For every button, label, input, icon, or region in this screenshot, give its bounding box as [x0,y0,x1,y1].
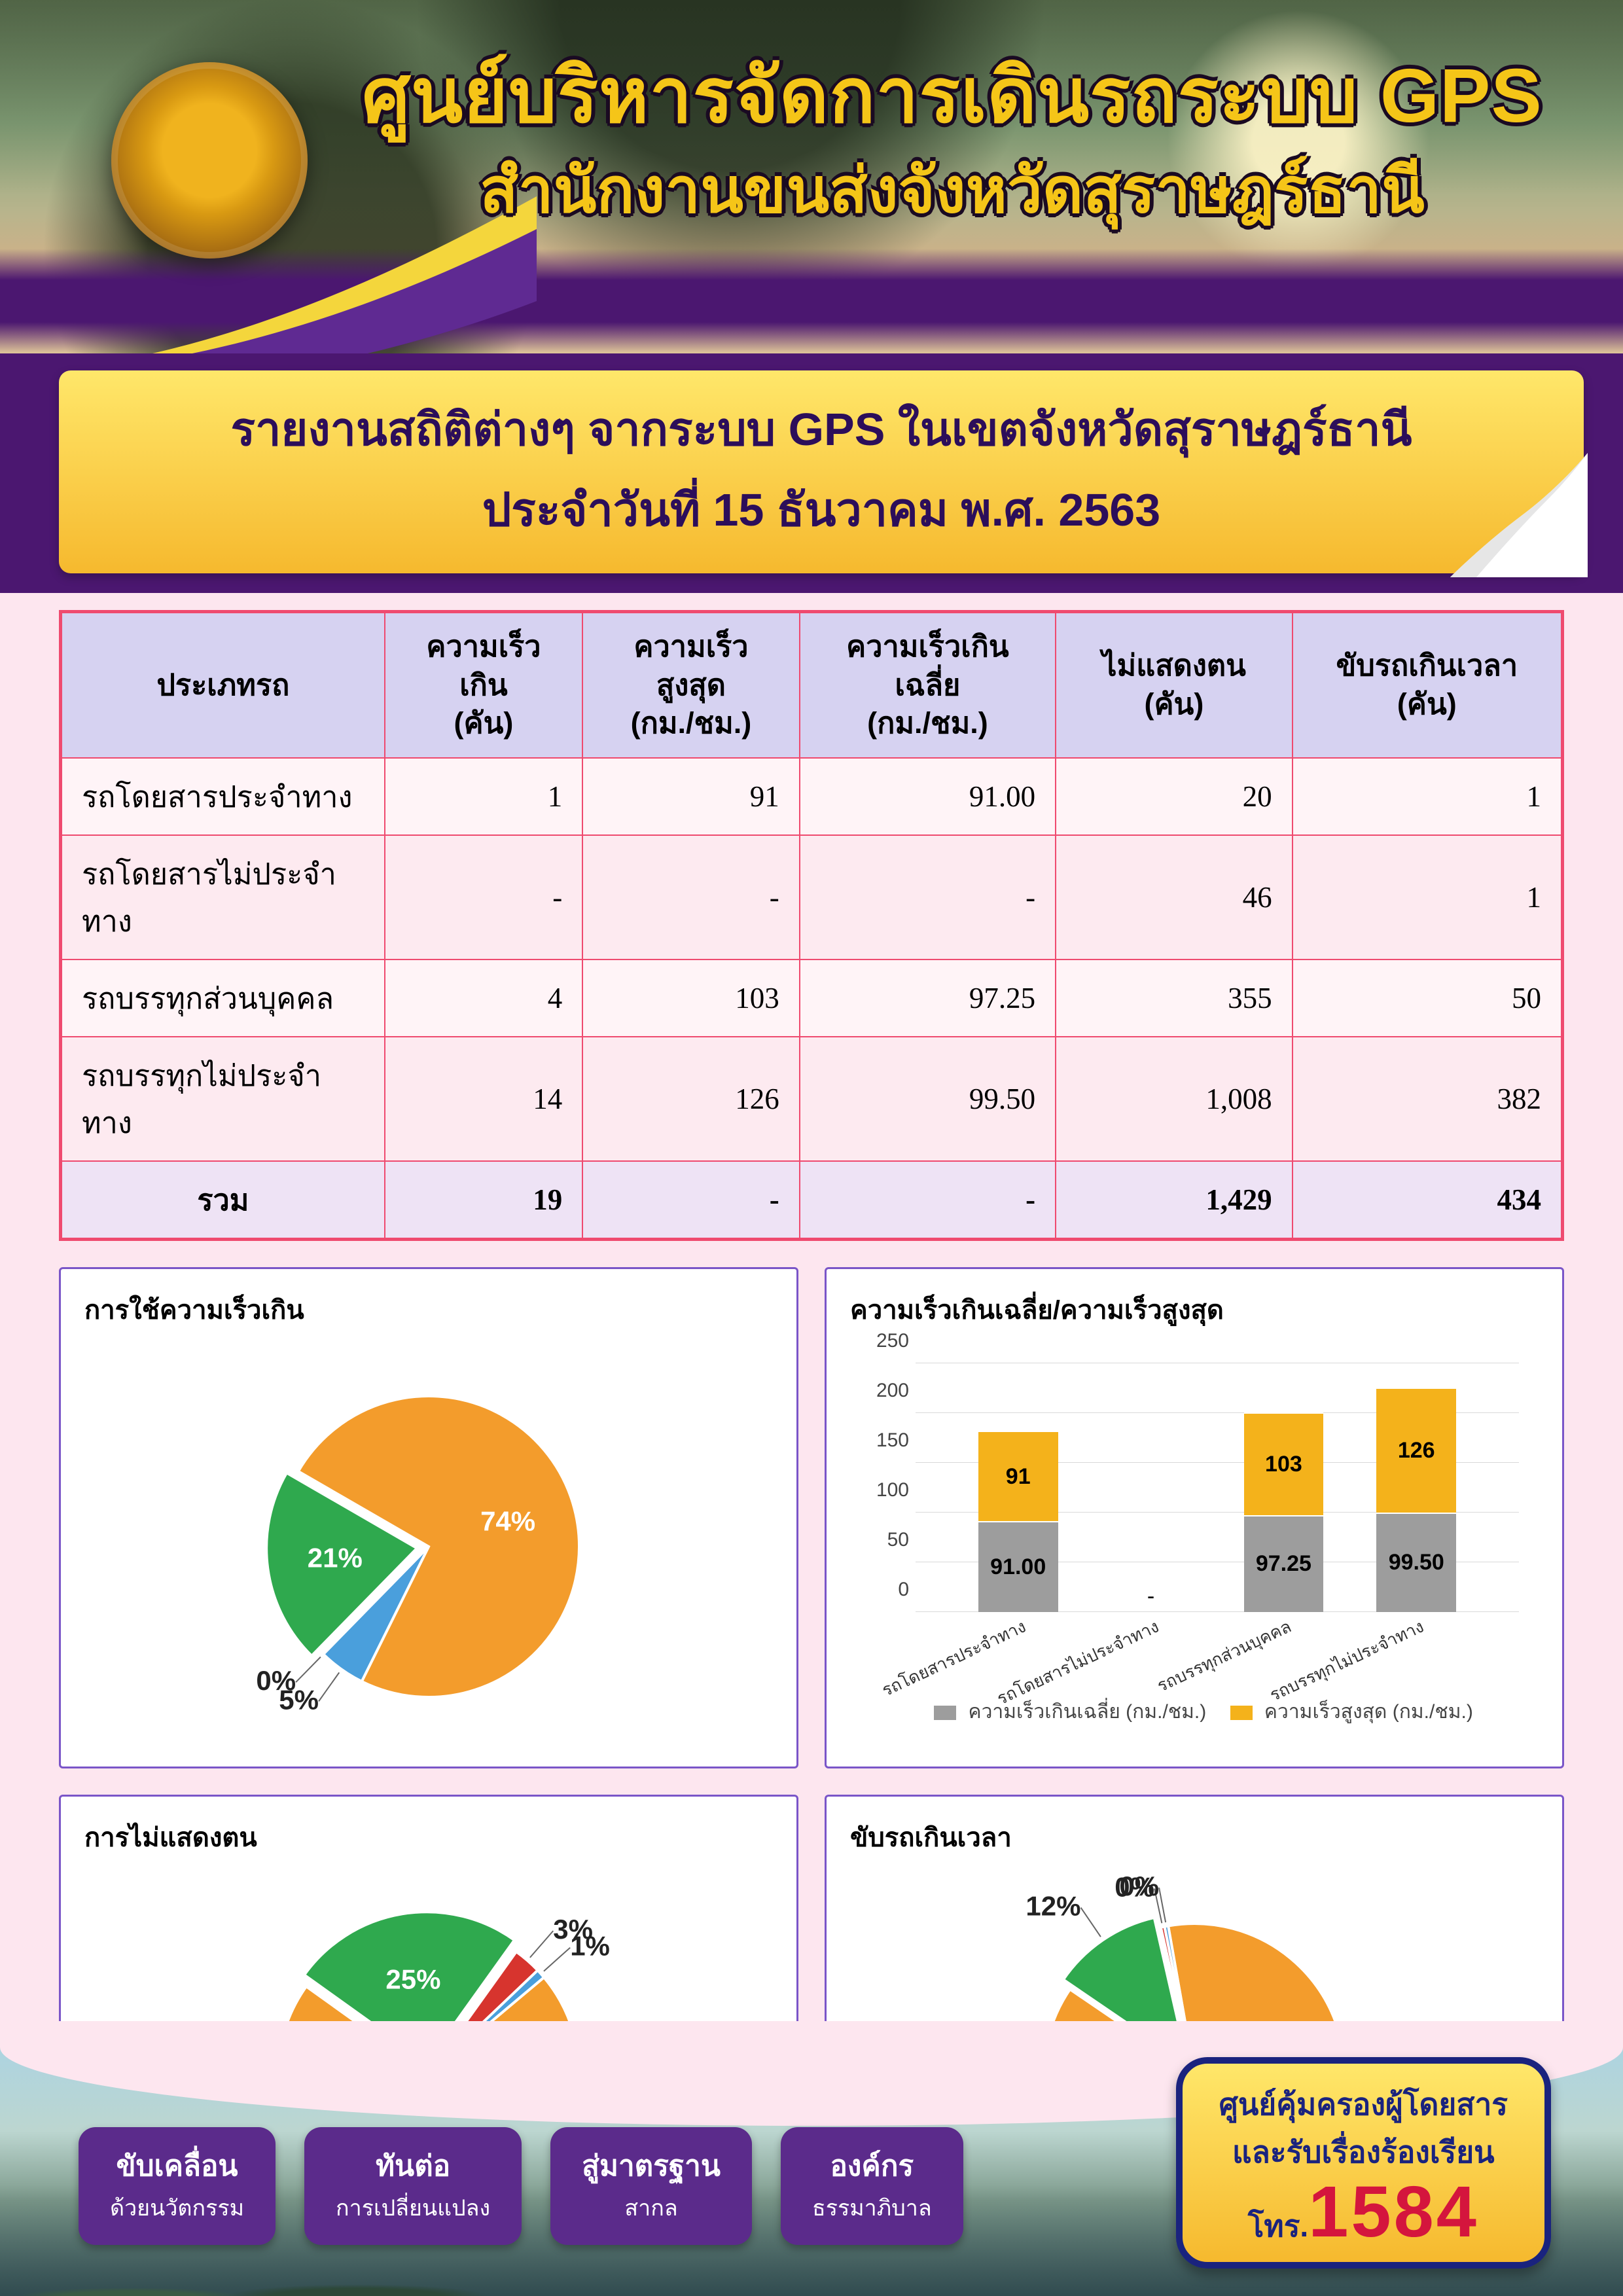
footer-tag: ขับเคลื่อนด้วยนวัตกรรม [79,2127,276,2245]
pie-overtime-title: ขับรถเกินเวลา [850,1816,1539,1858]
hotline-tel: โทร.1584 [1219,2176,1508,2250]
table-cell: 1 [1293,758,1561,835]
bar-segment: 91.00 [978,1521,1058,1611]
table-header-cell: ขับรถเกินเวลา (คัน) [1293,613,1561,758]
pie-label: 1% [570,1930,610,1961]
table-cell: 103 [582,960,800,1037]
table-cell: รถโดยสารไม่ประจำทาง [62,835,385,960]
pie-label: 74% [480,1505,535,1536]
table-cell: 4 [385,960,582,1037]
table-cell: 355 [1056,960,1293,1037]
bar-segment: 126 [1376,1388,1456,1513]
footer: ขับเคลื่อนด้วยนวัตกรรมทันต่อการเปลี่ยนแป… [0,2021,1623,2296]
table-total-cell: 434 [1293,1161,1561,1238]
hotline-box: ศูนย์คุ้มครองผู้โดยสาร และรับเรื่องร้องเ… [1176,2057,1551,2269]
bar-segment: 99.50 [1376,1513,1456,1611]
table-row: รถบรรทุกส่วนบุคคล410397.2535550 [62,960,1561,1037]
hero-title-line2: สำนักงานขนส่งจังหวัดสุราษฎร์ธานี [340,155,1564,227]
table-cell: 382 [1293,1037,1561,1161]
table-cell: 46 [1056,835,1293,960]
table-cell: 14 [385,1037,582,1161]
stats-table: ประเภทรถความเร็วเกิน(คัน)ความเร็วสูงสุด(… [61,612,1562,1239]
table-cell: 91 [582,758,800,835]
pie-noshow-title: การไม่แสดงตน [84,1816,773,1858]
agency-logo [111,62,308,259]
barchart-card: ความเร็วเกินเฉลี่ย/ความเร็วสูงสุด 050100… [825,1267,1564,1768]
table-total-cell: 1,429 [1056,1161,1293,1238]
hero-title: ศูนย์บริหารจัดการเดินรถระบบ GPS สำนักงาน… [340,52,1564,228]
footer-tag: องค์กรธรรมาภิบาล [781,2127,963,2245]
barchart: 0501001502002509191.00-10397.2512699.50ร… [850,1344,1539,1736]
banner-line1: รายงานสถิติต่างๆ จากระบบ GPS ในเขตจังหวั… [105,393,1538,465]
table-cell: 1 [385,758,582,835]
footer-tag: ทันต่อการเปลี่ยนแปลง [304,2127,522,2245]
hero-title-line1: ศูนย์บริหารจัดการเดินรถระบบ GPS [340,52,1564,139]
table-header-cell: ความเร็วเกิน(คัน) [385,613,582,758]
pie-speed: 74%5%0%21% [226,1344,632,1749]
page-curl-icon [1450,453,1588,577]
table-header-cell: ความเร็วเกินเฉลี่ย(กม./ชม.) [800,613,1056,758]
footer-tag: สู่มาตรฐานสากล [550,2127,752,2245]
bar-legend: ความเร็วเกินเฉลี่ย (กม./ชม.) ความเร็วสูง… [850,1696,1539,1727]
pie-label: 12% [1026,1890,1080,1921]
table-cell: - [800,835,1056,960]
table-cell: 99.50 [800,1037,1056,1161]
table-cell: 91.00 [800,758,1056,835]
pie-label: 21% [308,1542,363,1573]
table-row: รถบรรทุกไม่ประจำทาง1412699.501,008382 [62,1037,1561,1161]
table-total-cell: รวม [62,1161,385,1238]
table-header-cell: ไม่แสดงตน (คัน) [1056,613,1293,758]
table-cell: - [385,835,582,960]
pie-label: 25% [385,1964,440,1994]
barchart-title: ความเร็วเกินเฉลี่ย/ความเร็วสูงสุด [850,1289,1539,1331]
banner-strip: รายงานสถิติต่างๆ จากระบบ GPS ในเขตจังหวั… [0,353,1623,573]
pie-label: 0% [256,1665,296,1696]
table-cell: รถโดยสารประจำทาง [62,758,385,835]
hotline-line1: ศูนย์คุ้มครองผู้โดยสาร [1219,2081,1508,2128]
table-body: รถโดยสารประจำทาง19191.00201รถโดยสารไม่ปร… [62,758,1561,1238]
report-banner: รายงานสถิติต่างๆ จากระบบ GPS ในเขตจังหวั… [59,370,1584,573]
table-cell: รถบรรทุกส่วนบุคคล [62,960,385,1037]
footer-tags: ขับเคลื่อนด้วยนวัตกรรมทันต่อการเปลี่ยนแป… [79,2127,963,2245]
bar-segment: 97.25 [1244,1515,1324,1612]
table-cell: 1 [1293,835,1561,960]
table-cell: 126 [582,1037,800,1161]
table-cell: - [582,835,800,960]
pie-speed-card: การใช้ความเร็วเกิน 74%5%0%21% [59,1267,798,1768]
bar-segment: 91 [978,1431,1058,1521]
table-cell: 1,008 [1056,1037,1293,1161]
table-cell: 20 [1056,758,1293,835]
table-header-cell: ความเร็วสูงสุด(กม./ชม.) [582,613,800,758]
table-row: รถโดยสารไม่ประจำทาง---461 [62,835,1561,960]
table-total-cell: - [582,1161,800,1238]
bar-segment: 103 [1244,1412,1324,1515]
stats-table-wrap: ประเภทรถความเร็วเกิน(คัน)ความเร็วสูงสุด(… [59,610,1564,1241]
table-total-row: รวม19--1,429434 [62,1161,1561,1238]
table-row: รถโดยสารประจำทาง19191.00201 [62,758,1561,835]
hero: ศูนย์บริหารจัดการเดินรถระบบ GPS สำนักงาน… [0,0,1623,353]
pie-label: 0% [1119,1871,1159,1901]
table-cell: 50 [1293,960,1561,1037]
table-header-cell: ประเภทรถ [62,613,385,758]
table-total-cell: 19 [385,1161,582,1238]
table-cell: 97.25 [800,960,1056,1037]
table-head: ประเภทรถความเร็วเกิน(คัน)ความเร็วสูงสุด(… [62,613,1561,758]
banner-line2: ประจำวันที่ 15 ธันวาคม พ.ศ. 2563 [105,473,1538,546]
pie-speed-title: การใช้ความเร็วเกิน [84,1289,773,1331]
table-cell: รถบรรทุกไม่ประจำทาง [62,1037,385,1161]
hotline-line2: และรับเรื่องร้องเรียน [1219,2128,1508,2176]
banner-gap [0,573,1623,593]
table-total-cell: - [800,1161,1056,1238]
